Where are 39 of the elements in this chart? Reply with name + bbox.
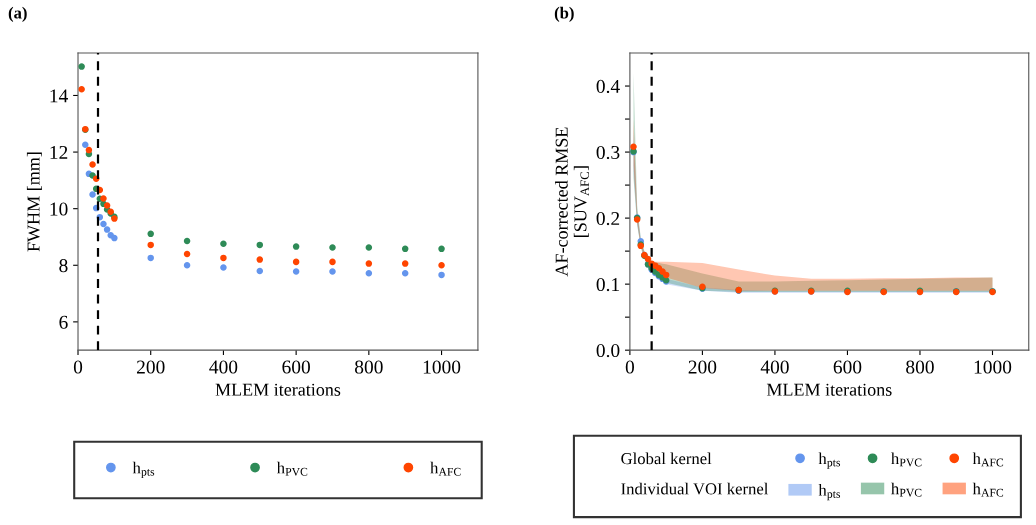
- y-tick-label: 14: [50, 89, 68, 103]
- x-tick-label: 200: [136, 360, 165, 374]
- y-tick-label: 0.2: [596, 211, 620, 226]
- text: Global kernel: [621, 452, 712, 465]
- text: h$_{AFC}$: [972, 482, 1004, 497]
- y-tick-label: 0.1: [596, 277, 619, 292]
- x-tick-label: 600: [833, 360, 862, 374]
- text: h$_{PVC}$: [891, 482, 922, 497]
- legend-label: h$_{PVC}$: [276, 461, 308, 476]
- text: h$_{pts}$: [818, 483, 841, 501]
- y-tick-label: 0.0: [596, 343, 620, 358]
- legend-label: h$_{AFC}$: [430, 461, 461, 476]
- y-axis-title: FWHM [mm]: [26, 152, 42, 252]
- legend-label: h$_{PVC}$: [891, 452, 922, 467]
- legend-label: h$_{pts}$: [818, 452, 841, 469]
- x-axis-title: MLEM iterations: [766, 383, 892, 396]
- y-tick-label: 10: [50, 202, 68, 216]
- x-tick-label: 1000: [974, 360, 1012, 374]
- x-tick-label: 0: [73, 360, 83, 374]
- text: Individual VOI kernel: [621, 482, 769, 495]
- x-tick-label: 800: [906, 360, 934, 374]
- chart-title: (b): [554, 6, 574, 22]
- legend-label: h$_{pts}$: [132, 461, 155, 479]
- y-tick-label: 0.3: [596, 145, 620, 160]
- x-tick-label: 0: [625, 360, 635, 374]
- x-tick-label: 200: [688, 360, 717, 374]
- legend-label: h$_{AFC}$: [972, 452, 1004, 467]
- y-tick-label: 6: [59, 315, 68, 329]
- y-tick-label: 8: [59, 259, 68, 273]
- y-tick-label: 0.4: [596, 79, 620, 94]
- x-tick-label: 600: [282, 360, 310, 374]
- x-tick-label: 800: [355, 360, 383, 374]
- x-axis-title: MLEM iterations: [215, 383, 341, 396]
- x-tick-label: 400: [760, 360, 789, 374]
- chart-title: (a): [8, 6, 27, 22]
- y-axis-title: AF-corrected RMSE [SUV$_{AFC}$]: [555, 127, 589, 277]
- x-tick-label: 1000: [423, 360, 461, 374]
- x-tick-label: 400: [209, 360, 238, 374]
- y-tick-label: 12: [50, 145, 68, 159]
